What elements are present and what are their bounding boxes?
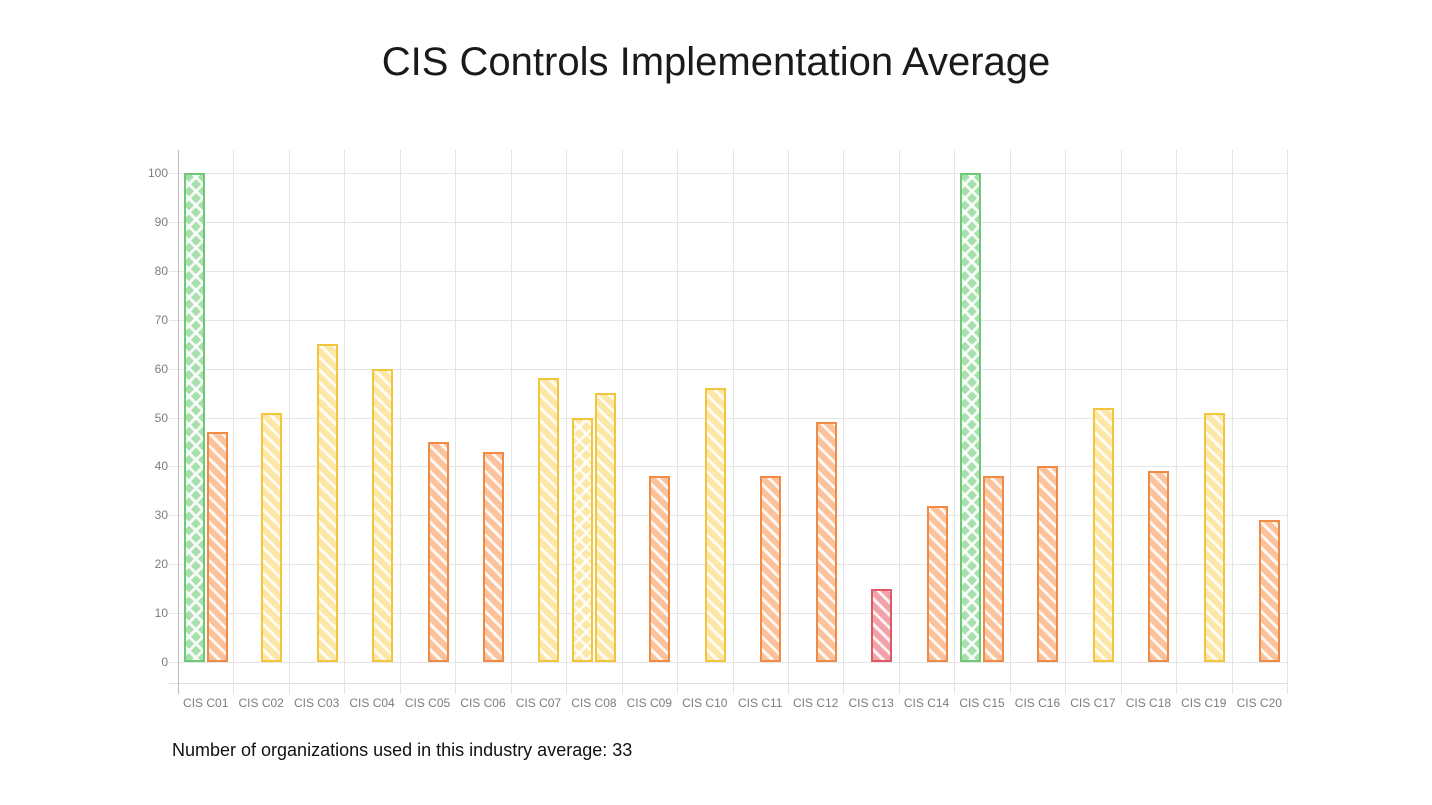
category-gridline xyxy=(455,150,457,694)
y-axis-tick-label: 10 xyxy=(154,606,168,621)
category-gridline xyxy=(1231,150,1233,694)
x-axis-category-label: CIS C18 xyxy=(1125,696,1172,710)
x-axis-category-label: CIS C19 xyxy=(1181,696,1227,710)
x-axis-category-label: CIS C06 xyxy=(460,696,506,710)
bar-cis-c03[interactable] xyxy=(316,344,338,662)
category-gridline xyxy=(510,150,512,694)
y-axis-tick-label: 90 xyxy=(154,214,168,229)
bar-cis-c17[interactable] xyxy=(1092,407,1114,662)
x-axis-category-label: CIS C09 xyxy=(626,696,672,710)
category-gridline xyxy=(1176,150,1178,694)
x-axis-category-label: CIS C14 xyxy=(903,696,950,710)
y-gridline xyxy=(169,417,1287,419)
x-axis-category-label: CIS C20 xyxy=(1236,696,1282,710)
category-gridline xyxy=(954,150,956,694)
bar-cis-c06[interactable] xyxy=(482,451,504,662)
category-gridline xyxy=(677,150,679,694)
category-gridline xyxy=(787,150,789,694)
y-axis-tick-label: 50 xyxy=(154,410,168,425)
y-axis-tick-label: 20 xyxy=(154,557,168,572)
y-gridline xyxy=(169,662,1287,663)
bar-cis-c14[interactable] xyxy=(926,505,948,662)
y-gridline xyxy=(169,173,1287,174)
x-axis-category-label: CIS C01 xyxy=(183,696,229,710)
bar-cis-c04[interactable] xyxy=(372,368,394,662)
x-axis-bottom-border xyxy=(169,683,1287,684)
y-axis-tick-label: 70 xyxy=(154,312,168,327)
x-axis-category-label: CIS C15 xyxy=(959,696,1005,710)
bar-cis-c05[interactable] xyxy=(427,441,449,662)
x-axis-category-label: CIS C16 xyxy=(1014,696,1061,710)
category-gridline xyxy=(898,150,900,694)
y-axis-tick-label: 100 xyxy=(147,166,168,180)
y-axis-tick-label: 80 xyxy=(154,263,168,278)
chart-title: CIS Controls Implementation Average xyxy=(381,40,1051,84)
category-gridline xyxy=(621,150,623,694)
category-gridline xyxy=(288,150,290,694)
y-gridline xyxy=(169,319,1287,321)
x-axis-category-label: CIS C10 xyxy=(682,696,728,710)
x-axis-category-label: CIS C04 xyxy=(349,696,395,710)
y-gridline xyxy=(169,564,1287,566)
bar-cis-c20[interactable] xyxy=(1259,520,1281,662)
category-gridline xyxy=(566,150,568,694)
y-axis-tick-label: 40 xyxy=(154,459,168,474)
bar-cis-c02[interactable] xyxy=(261,412,283,662)
y-gridline xyxy=(169,466,1287,468)
y-axis-line xyxy=(178,150,179,694)
bar-cis-c13[interactable] xyxy=(871,588,893,662)
category-gridline xyxy=(1009,150,1011,694)
bar-cis-c09[interactable] xyxy=(649,476,671,662)
bar-cis-c19[interactable] xyxy=(1203,412,1225,662)
bar-cis-c01[interactable] xyxy=(183,173,205,662)
x-axis-category-label: CIS C17 xyxy=(1070,696,1116,710)
bar-cis-c15[interactable] xyxy=(983,476,1005,662)
category-gridline xyxy=(843,150,845,694)
category-gridline xyxy=(732,150,734,694)
category-gridline xyxy=(233,150,235,694)
y-gridline xyxy=(169,221,1287,223)
footer-note: Number of organizations used in this ind… xyxy=(172,740,633,760)
x-axis-category-label: CIS C02 xyxy=(238,696,284,710)
y-gridline xyxy=(169,613,1287,615)
bar-cis-c07[interactable] xyxy=(538,378,560,662)
bar-cis-c11[interactable] xyxy=(760,476,782,662)
category-gridline xyxy=(1287,150,1288,694)
x-axis-category-label: CIS C13 xyxy=(848,696,894,710)
bar-cis-c08[interactable] xyxy=(594,393,616,662)
bar-cis-c18[interactable] xyxy=(1148,471,1170,662)
y-gridline xyxy=(169,515,1287,517)
y-gridline xyxy=(169,270,1287,272)
bar-cis-c08[interactable] xyxy=(571,417,593,662)
category-gridline xyxy=(1065,150,1067,694)
bar-cis-c15[interactable] xyxy=(960,173,982,662)
bar-chart-plot-area: 0 10 20 30 40 50 60 70 80 90 100 CIS C01 CIS C02 CIS … xyxy=(148,150,1288,710)
x-axis-category-label: CIS C07 xyxy=(515,696,562,710)
category-gridline xyxy=(1120,150,1122,694)
bar-cis-c12[interactable] xyxy=(815,422,837,662)
y-axis-tick-label: 0 xyxy=(161,655,168,669)
y-axis-tick-label: 60 xyxy=(154,361,168,376)
x-axis-category-label: CIS C12 xyxy=(792,696,839,710)
category-gridline xyxy=(344,150,346,694)
x-axis-category-label: CIS C08 xyxy=(571,696,617,710)
x-axis-category-label: CIS C11 xyxy=(737,696,783,710)
bar-cis-c01[interactable] xyxy=(206,432,228,662)
x-axis-category-label: CIS C03 xyxy=(293,696,340,710)
y-axis-tick-label: 30 xyxy=(154,508,168,523)
bar-cis-c10[interactable] xyxy=(704,388,726,662)
bar-cis-c16[interactable] xyxy=(1037,466,1059,662)
category-gridline xyxy=(399,150,401,694)
x-axis-category-label: CIS C05 xyxy=(404,696,451,710)
y-gridline xyxy=(169,368,1287,370)
